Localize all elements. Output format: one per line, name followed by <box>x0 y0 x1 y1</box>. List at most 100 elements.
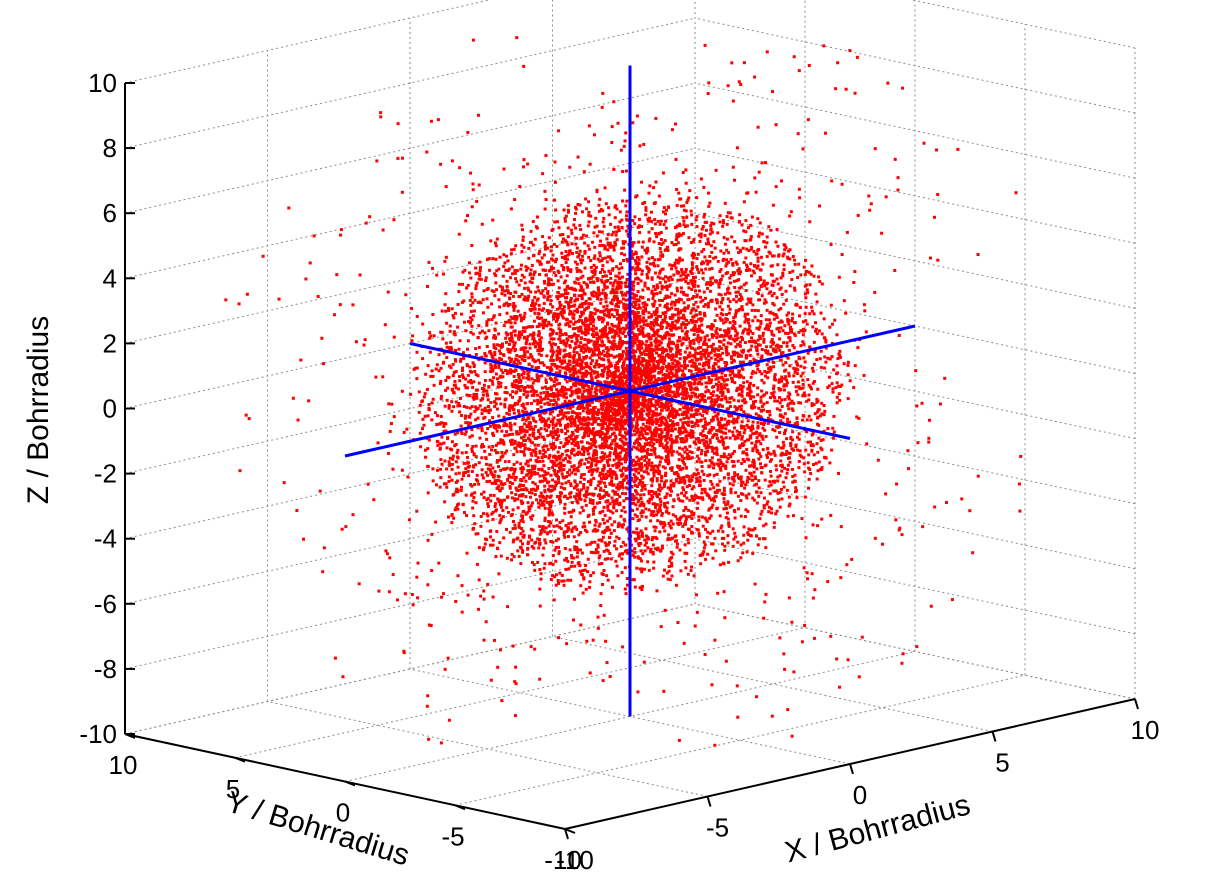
data-point <box>780 463 784 467</box>
data-point <box>845 563 849 567</box>
data-point <box>523 326 527 330</box>
data-point <box>422 395 426 399</box>
data-point <box>475 473 479 477</box>
data-point <box>678 247 682 251</box>
data-point <box>549 388 553 392</box>
data-point <box>684 566 688 570</box>
data-point <box>675 450 679 454</box>
data-point <box>714 255 718 259</box>
data-point <box>788 420 792 424</box>
data-point <box>556 469 560 473</box>
data-point <box>647 239 651 243</box>
data-point <box>469 316 473 320</box>
data-point <box>589 322 593 326</box>
data-point <box>587 255 591 259</box>
data-point <box>668 486 672 490</box>
data-point <box>630 331 634 335</box>
data-point <box>574 211 578 215</box>
data-point <box>749 247 753 251</box>
data-point <box>484 276 488 280</box>
data-point <box>682 313 686 317</box>
data-point <box>536 501 540 505</box>
data-point <box>833 318 837 322</box>
data-point <box>617 464 621 468</box>
data-point <box>531 381 535 385</box>
data-point <box>810 403 814 407</box>
data-point <box>474 418 478 422</box>
data-point <box>801 414 805 418</box>
data-point <box>675 517 679 521</box>
data-point <box>530 410 534 414</box>
data-point <box>760 348 764 352</box>
data-point <box>674 477 678 481</box>
data-point <box>516 359 520 363</box>
data-point <box>689 241 693 245</box>
data-point <box>756 259 760 263</box>
data-point <box>615 265 619 269</box>
data-point <box>750 215 754 219</box>
data-point <box>606 279 610 283</box>
data-point <box>590 422 594 426</box>
data-point <box>823 336 827 340</box>
data-point <box>673 384 677 388</box>
data-point <box>635 322 639 326</box>
data-point <box>701 271 705 275</box>
data-point <box>682 208 686 212</box>
data-point <box>545 444 549 448</box>
data-point <box>835 657 839 661</box>
data-point <box>547 489 551 493</box>
data-point <box>322 546 326 550</box>
data-point <box>508 530 512 534</box>
data-point <box>673 374 677 378</box>
data-point <box>511 520 515 524</box>
data-point <box>648 428 652 432</box>
data-point <box>452 516 456 520</box>
data-point <box>799 329 803 333</box>
data-point <box>725 215 729 219</box>
data-point <box>805 288 809 292</box>
data-point <box>485 538 489 542</box>
data-point <box>755 501 759 505</box>
data-point <box>506 347 510 351</box>
data-point <box>745 380 749 384</box>
data-point <box>513 269 517 273</box>
data-point <box>794 389 798 393</box>
data-point <box>698 412 702 416</box>
data-point <box>637 415 641 419</box>
data-point <box>731 350 735 354</box>
data-point <box>733 426 737 430</box>
data-point <box>748 391 752 395</box>
data-point <box>539 291 543 295</box>
data-point <box>880 231 884 235</box>
data-point <box>635 276 639 280</box>
data-point <box>670 300 674 304</box>
data-point <box>702 311 706 315</box>
data-point <box>610 446 614 450</box>
data-point <box>786 257 790 261</box>
data-point <box>694 421 698 425</box>
data-point <box>702 248 706 252</box>
data-point <box>351 513 355 517</box>
data-point <box>621 340 625 344</box>
grid-line <box>552 636 993 732</box>
data-point <box>747 249 751 253</box>
data-point <box>654 525 658 529</box>
data-point <box>423 392 427 396</box>
data-point <box>773 375 777 379</box>
data-point <box>518 388 522 392</box>
data-point <box>787 407 791 411</box>
data-point <box>429 334 433 338</box>
data-point <box>710 250 714 254</box>
data-point <box>815 410 819 414</box>
data-point <box>914 369 918 373</box>
data-point <box>519 519 523 523</box>
data-point <box>636 264 640 268</box>
data-point <box>502 424 506 428</box>
data-point <box>623 327 627 331</box>
data-point <box>791 514 795 518</box>
data-point <box>605 382 609 386</box>
data-point <box>642 142 646 146</box>
data-point <box>527 470 531 474</box>
data-point <box>572 334 576 338</box>
data-point <box>550 378 554 382</box>
